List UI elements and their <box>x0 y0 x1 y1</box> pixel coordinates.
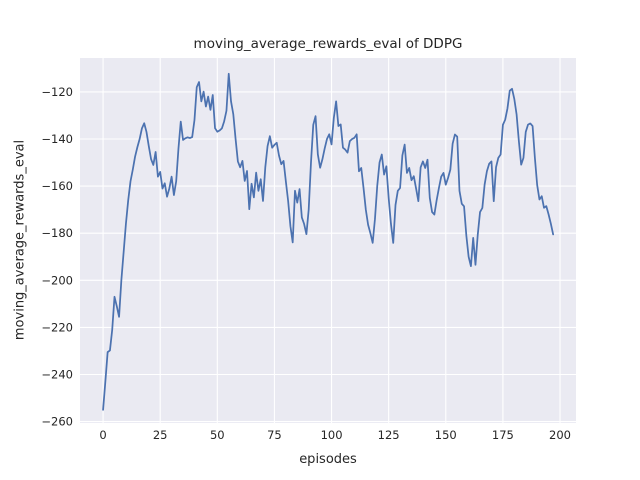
y-tick-label: −240 <box>41 367 73 381</box>
x-tick-label: 125 <box>378 428 400 442</box>
x-tick-label: 75 <box>267 428 282 442</box>
plot-background <box>80 58 576 423</box>
x-tick-label: 0 <box>99 428 106 442</box>
y-tick-label: −180 <box>41 226 73 240</box>
y-tick-label: −120 <box>41 85 73 99</box>
x-axis-label: episodes <box>299 452 357 467</box>
y-tick-label: −220 <box>41 320 73 334</box>
y-tick-label: −160 <box>41 179 73 193</box>
y-tick-label: −200 <box>41 273 73 287</box>
y-tick-label: −260 <box>41 415 73 429</box>
series-line-moving_average_rewards_eval <box>102 72 555 411</box>
x-tick-label: 175 <box>492 428 514 442</box>
x-tick-label: 25 <box>153 428 168 442</box>
chart-title: moving_average_rewards_eval of DDPG <box>193 36 463 52</box>
y-tick-label: −140 <box>41 132 73 146</box>
x-tick-label: 150 <box>435 428 457 442</box>
x-tick-label: 100 <box>321 428 343 442</box>
x-tick-label: 50 <box>210 428 225 442</box>
x-tick-label: 200 <box>549 428 571 442</box>
